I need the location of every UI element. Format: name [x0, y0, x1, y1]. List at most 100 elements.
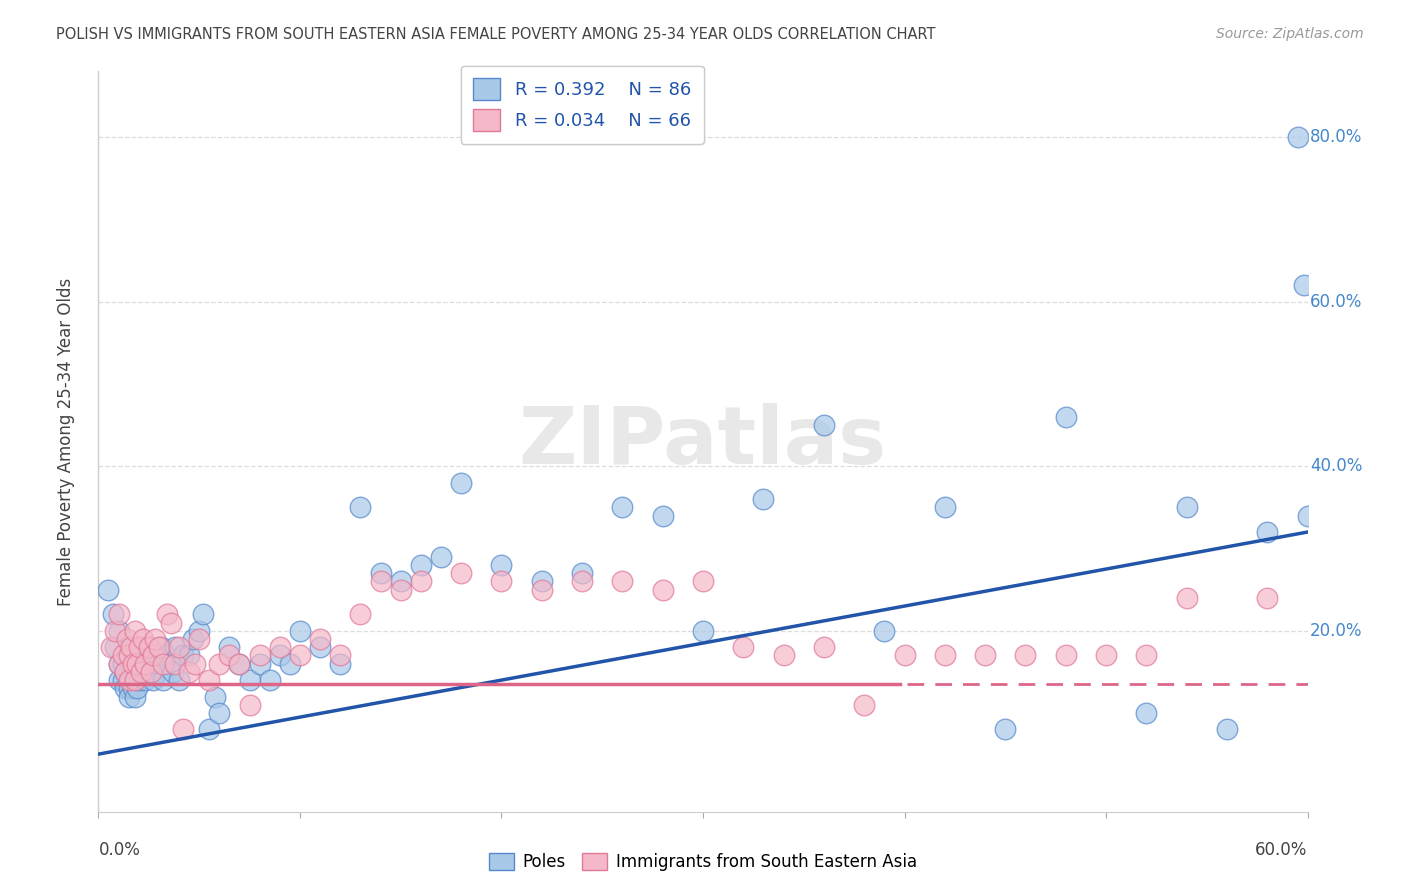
Point: [692, 574, 714, 589]
Point: [772, 648, 794, 663]
Point: [329, 648, 352, 663]
Point: [100, 640, 122, 655]
Point: [974, 648, 997, 663]
Point: [612, 574, 634, 589]
Point: [107, 657, 129, 671]
Point: [118, 657, 141, 671]
Point: [107, 657, 129, 671]
Point: [813, 640, 835, 655]
Point: [198, 723, 221, 737]
Point: [181, 632, 204, 646]
Point: [430, 549, 453, 564]
Point: [115, 648, 138, 663]
Point: [139, 665, 162, 679]
Point: [121, 657, 143, 671]
Point: [994, 723, 1017, 737]
Text: 40.0%: 40.0%: [1310, 458, 1362, 475]
Point: [160, 615, 183, 630]
Point: [1014, 648, 1036, 663]
Point: [370, 566, 392, 581]
Point: [121, 681, 143, 696]
Point: [1256, 591, 1278, 605]
Point: [249, 648, 271, 663]
Point: [1095, 648, 1118, 663]
Point: [188, 624, 211, 638]
Text: ZIPatlas: ZIPatlas: [519, 402, 887, 481]
Point: [156, 607, 179, 622]
Point: [893, 648, 915, 663]
Point: [162, 665, 184, 679]
Point: [389, 582, 412, 597]
Point: [288, 648, 311, 663]
Point: [228, 657, 250, 671]
Point: [208, 657, 231, 671]
Point: [204, 690, 226, 704]
Text: 80.0%: 80.0%: [1310, 128, 1362, 146]
Point: [121, 657, 143, 671]
Point: [228, 657, 250, 671]
Point: [132, 648, 155, 663]
Point: [107, 607, 129, 622]
Point: [349, 500, 371, 515]
Point: [278, 657, 301, 671]
Point: [329, 657, 352, 671]
Point: [249, 657, 271, 671]
Point: [1054, 409, 1077, 424]
Point: [259, 673, 281, 687]
Point: [934, 500, 956, 515]
Point: [125, 665, 148, 679]
Point: [148, 657, 170, 671]
Text: 60.0%: 60.0%: [1256, 841, 1308, 859]
Point: [120, 673, 142, 687]
Point: [128, 673, 150, 687]
Point: [752, 492, 775, 507]
Point: [692, 624, 714, 638]
Point: [853, 698, 876, 712]
Text: Source: ZipAtlas.com: Source: ZipAtlas.com: [1216, 27, 1364, 41]
Point: [138, 665, 160, 679]
Legend: R = 0.392    N = 86, R = 0.034    N = 66: R = 0.392 N = 86, R = 0.034 N = 66: [461, 66, 703, 144]
Point: [1175, 591, 1198, 605]
Point: [125, 657, 148, 671]
Legend: Poles, Immigrants from South Eastern Asia: Poles, Immigrants from South Eastern Asi…: [481, 845, 925, 880]
Point: [1216, 723, 1239, 737]
Point: [114, 665, 136, 679]
Point: [107, 624, 129, 638]
Point: [138, 640, 160, 655]
Point: [129, 665, 152, 679]
Point: [124, 624, 146, 638]
Point: [120, 657, 142, 671]
Point: [1256, 524, 1278, 539]
Point: [269, 640, 291, 655]
Point: [124, 640, 146, 655]
Point: [118, 690, 141, 704]
Point: [172, 648, 194, 663]
Point: [101, 607, 124, 622]
Point: [288, 624, 311, 638]
Point: [571, 574, 593, 589]
Point: [530, 582, 553, 597]
Point: [138, 640, 160, 655]
Point: [409, 574, 432, 589]
Point: [309, 640, 332, 655]
Point: [153, 648, 176, 663]
Point: [172, 723, 194, 737]
Text: 0.0%: 0.0%: [98, 841, 141, 859]
Point: [111, 657, 134, 671]
Point: [152, 657, 174, 671]
Point: [370, 574, 392, 589]
Point: [139, 657, 162, 671]
Text: POLISH VS IMMIGRANTS FROM SOUTH EASTERN ASIA FEMALE POVERTY AMONG 25-34 YEAR OLD: POLISH VS IMMIGRANTS FROM SOUTH EASTERN …: [56, 27, 936, 42]
Point: [157, 657, 180, 671]
Point: [813, 418, 835, 433]
Point: [167, 640, 190, 655]
Point: [188, 632, 211, 646]
Point: [571, 566, 593, 581]
Y-axis label: Female Poverty Among 25-34 Year Olds: Female Poverty Among 25-34 Year Olds: [56, 277, 75, 606]
Point: [179, 665, 201, 679]
Point: [239, 673, 262, 687]
Point: [114, 681, 136, 696]
Point: [163, 657, 186, 671]
Point: [114, 665, 136, 679]
Point: [118, 673, 141, 687]
